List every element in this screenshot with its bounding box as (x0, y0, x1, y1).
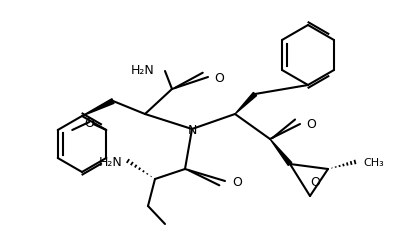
Text: O: O (84, 116, 94, 129)
Text: CH₃: CH₃ (363, 158, 384, 167)
Text: H₂N: H₂N (98, 155, 122, 168)
Text: H₂N: H₂N (131, 63, 155, 76)
Text: O: O (306, 118, 316, 131)
Text: O: O (310, 176, 320, 189)
Polygon shape (235, 93, 257, 115)
Polygon shape (270, 139, 292, 166)
Text: O: O (214, 71, 224, 84)
Text: N: N (187, 123, 197, 136)
Polygon shape (82, 99, 114, 116)
Text: O: O (232, 175, 242, 188)
